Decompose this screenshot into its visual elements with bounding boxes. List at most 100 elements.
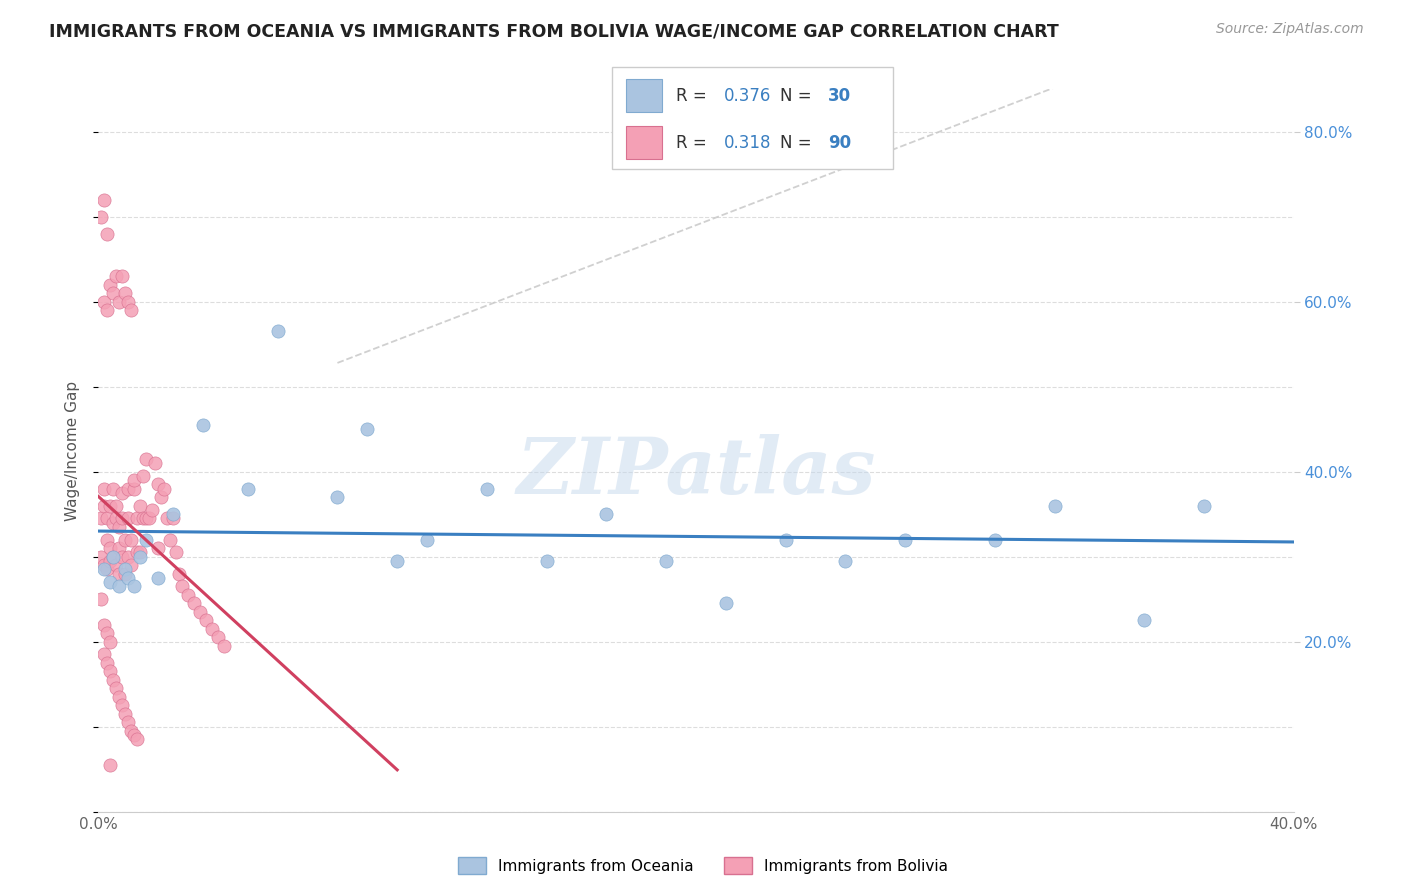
Point	[98, 554, 122, 568]
Point	[120, 723, 142, 738]
Point	[132, 469, 155, 483]
Point	[103, 482, 125, 496]
Point	[172, 579, 194, 593]
Point	[96, 303, 118, 318]
Point	[93, 482, 115, 496]
Text: 0.318: 0.318	[724, 134, 772, 152]
Point	[93, 648, 115, 662]
Point	[90, 549, 112, 564]
Text: 90: 90	[828, 134, 851, 152]
Y-axis label: Wage/Income Gap: Wage/Income Gap	[65, 380, 80, 521]
Point	[183, 597, 205, 611]
Point	[114, 286, 136, 301]
Point	[114, 706, 136, 721]
Point	[120, 558, 142, 573]
Point	[834, 554, 856, 568]
Point	[96, 562, 118, 576]
Point	[356, 422, 378, 436]
Point	[177, 588, 200, 602]
Point	[129, 545, 152, 559]
Point	[108, 520, 131, 534]
Point	[129, 499, 152, 513]
Point	[207, 631, 229, 645]
Point	[135, 511, 157, 525]
Point	[1192, 499, 1215, 513]
Point	[984, 533, 1007, 547]
Point	[475, 482, 498, 496]
Point	[156, 511, 179, 525]
Point	[96, 227, 118, 241]
Point	[93, 294, 115, 309]
Point	[595, 507, 617, 521]
Point	[117, 482, 139, 496]
Point	[167, 566, 190, 581]
Point	[103, 286, 125, 301]
Point	[108, 566, 131, 581]
Text: N =: N =	[780, 134, 817, 152]
Point	[111, 269, 134, 284]
Point	[103, 549, 125, 564]
Point	[127, 511, 149, 525]
Bar	[626, 127, 662, 159]
Point	[120, 533, 142, 547]
Point	[188, 605, 211, 619]
Point	[714, 597, 737, 611]
Point	[98, 499, 122, 513]
Text: 30: 30	[828, 87, 851, 104]
Point	[124, 579, 146, 593]
Point	[96, 626, 118, 640]
Point	[114, 562, 136, 576]
Point	[124, 728, 146, 742]
Point	[148, 571, 170, 585]
Point	[1043, 499, 1066, 513]
Point	[141, 503, 163, 517]
Point	[138, 511, 160, 525]
Point	[111, 549, 134, 564]
Point	[135, 533, 157, 547]
Point	[127, 732, 149, 747]
Point	[153, 482, 176, 496]
Point	[93, 558, 115, 573]
Point	[93, 193, 115, 207]
Point	[117, 571, 139, 585]
Point	[127, 545, 149, 559]
Point	[103, 516, 125, 530]
Point	[96, 533, 118, 547]
Bar	[626, 79, 662, 112]
Text: IMMIGRANTS FROM OCEANIA VS IMMIGRANTS FROM BOLIVIA WAGE/INCOME GAP CORRELATION C: IMMIGRANTS FROM OCEANIA VS IMMIGRANTS FR…	[49, 22, 1059, 40]
Point	[105, 269, 128, 284]
Point	[132, 511, 155, 525]
Point	[191, 417, 214, 432]
Point	[1133, 614, 1156, 628]
Point	[111, 698, 134, 713]
Point	[96, 511, 118, 525]
Point	[165, 545, 187, 559]
Point	[105, 558, 128, 573]
Point	[111, 511, 134, 525]
Point	[135, 452, 157, 467]
Point	[162, 511, 184, 525]
Point	[326, 490, 349, 504]
Point	[90, 592, 112, 607]
Text: N =: N =	[780, 87, 817, 104]
Point	[108, 294, 131, 309]
Point	[124, 482, 146, 496]
Point	[212, 639, 235, 653]
Point	[117, 549, 139, 564]
Point	[90, 511, 112, 525]
Point	[105, 681, 128, 696]
Text: 0.376: 0.376	[724, 87, 772, 104]
Point	[114, 533, 136, 547]
Text: Source: ZipAtlas.com: Source: ZipAtlas.com	[1216, 22, 1364, 37]
FancyBboxPatch shape	[612, 67, 893, 169]
Point	[775, 533, 797, 547]
Point	[98, 575, 122, 590]
Point	[117, 511, 139, 525]
Point	[129, 549, 152, 564]
Point	[98, 541, 122, 556]
Point	[385, 554, 409, 568]
Point	[108, 541, 131, 556]
Point	[655, 554, 678, 568]
Point	[162, 507, 184, 521]
Point	[111, 486, 134, 500]
